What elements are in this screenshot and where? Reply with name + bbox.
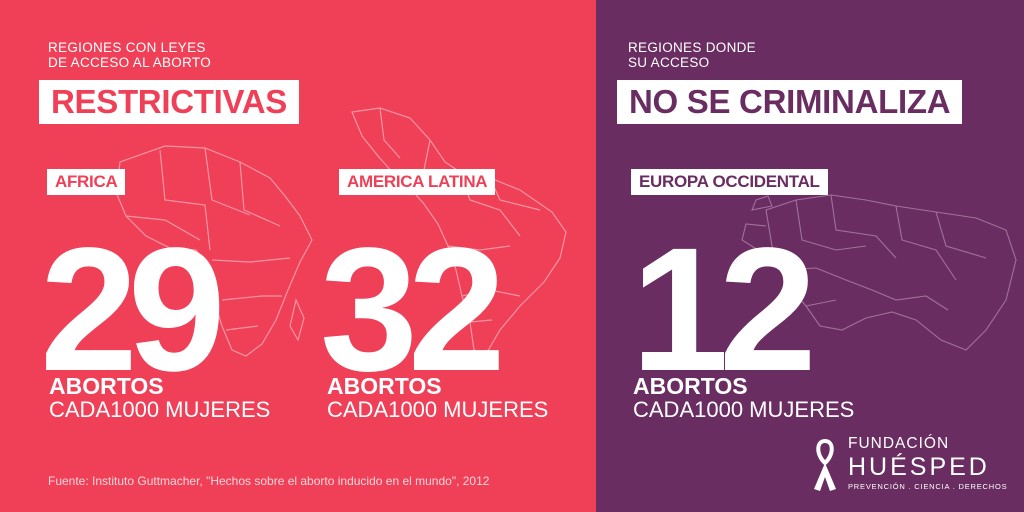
right-kicker: REGIONES DONDE SU ACCESO <box>628 40 756 70</box>
africa-metric-bold: ABORTOS <box>49 373 164 399</box>
latin-america-metric-light: CADA1000 MUJERES <box>327 397 549 422</box>
africa-metric-light: CADA1000 MUJERES <box>49 397 271 422</box>
non-criminalized-panel: REGIONES DONDE SU ACCESO NO SE CRIMINALI… <box>596 0 1024 512</box>
region-label-latin-america: AMERICA LATINA <box>339 169 496 195</box>
fundacion-huesped-logo: FUNDACIÓN HUÉSPED PREVENCIÓN . CIENCIA .… <box>810 435 1007 495</box>
western-europe-metric-light: CADA1000 MUJERES <box>633 397 855 422</box>
logo-tagline: PREVENCIÓN . CIENCIA . DERECHOS <box>848 482 1008 491</box>
region-label-africa: AFRICA <box>47 169 126 195</box>
left-kicker: REGIONES CON LEYES DE ACCESO AL ABORTO <box>48 40 211 70</box>
logo-line2: HUÉSPED <box>848 453 990 481</box>
western-europe-value: 12 <box>631 212 817 408</box>
western-europe-metric-bold: ABORTOS <box>633 373 748 399</box>
ribbon-icon <box>814 438 836 491</box>
restrictive-headline: RESTRICTIVAS <box>39 80 299 124</box>
left-kicker-line2: DE ACCESO AL ABORTO <box>48 55 212 70</box>
left-kicker-line1: REGIONES CON LEYES <box>48 40 206 55</box>
right-kicker-line2: SU ACCESO <box>628 55 710 70</box>
africa-value: 29 <box>40 212 226 408</box>
restrictive-panel: REGIONES CON LEYES DE ACCESO AL ABORTO R… <box>0 0 596 512</box>
region-label-western-europe: EUROPA OCCIDENTAL <box>631 169 828 195</box>
right-kicker-line1: REGIONES DONDE <box>628 40 756 55</box>
latin-america-metric-bold: ABORTOS <box>327 373 442 399</box>
logo-line1: FUNDACIÓN <box>848 435 950 452</box>
source-note: Fuente: Instituto Guttmacher, "Hechos so… <box>48 474 490 488</box>
non-criminalized-headline: NO SE CRIMINALIZA <box>617 80 963 124</box>
latin-america-value: 32 <box>320 212 506 408</box>
western-europe-map <box>741 194 1017 351</box>
